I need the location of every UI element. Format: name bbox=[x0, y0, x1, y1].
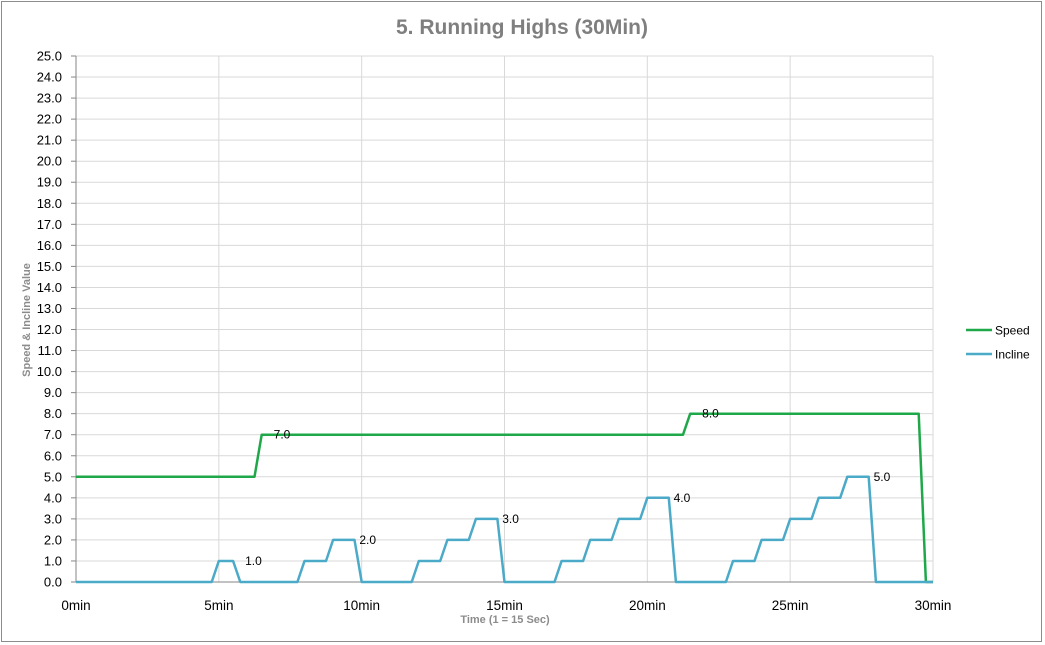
y-tick-label: 2.0 bbox=[44, 532, 62, 547]
series bbox=[76, 412, 933, 584]
y-tick-label: 23.0 bbox=[37, 91, 62, 106]
y-tick-label: 17.0 bbox=[37, 217, 62, 232]
y-tick-label: 14.0 bbox=[37, 280, 62, 295]
y-tick-label: 1.0 bbox=[44, 553, 62, 568]
x-tick-label: 5min bbox=[204, 598, 233, 613]
data-labels: 7.0 8.0 1.0 2.0 3.0 4.0 5.0 bbox=[245, 407, 890, 568]
y-tick-label: 21.0 bbox=[37, 133, 62, 148]
chart-title: 5. Running Highs (30Min) bbox=[396, 16, 648, 39]
data-label-speed: 7.0 bbox=[274, 428, 291, 442]
y-tick-label: 15.0 bbox=[37, 259, 62, 274]
data-label-incline: 1.0 bbox=[245, 554, 262, 568]
y-tick-label: 20.0 bbox=[37, 154, 62, 169]
y-tick-label: 19.0 bbox=[37, 175, 62, 190]
y-axis-label: Speed & Incline Value bbox=[21, 263, 33, 377]
data-label-incline: 5.0 bbox=[874, 470, 891, 484]
data-label-incline: 2.0 bbox=[359, 533, 376, 547]
y-tick-label: 25.0 bbox=[37, 49, 62, 64]
y-tick-label: 7.0 bbox=[44, 427, 62, 442]
y-tick-label: 10.0 bbox=[37, 364, 62, 379]
x-tick-label: 0min bbox=[61, 598, 90, 613]
y-tick-label: 0.0 bbox=[44, 575, 62, 590]
grid bbox=[76, 55, 934, 582]
y-tick-label: 8.0 bbox=[44, 406, 62, 421]
y-tick-label: 3.0 bbox=[44, 511, 62, 526]
x-tick-label: 15min bbox=[486, 598, 523, 613]
y-tick-label: 12.0 bbox=[37, 322, 62, 337]
data-label-speed: 8.0 bbox=[702, 407, 719, 421]
x-tick-label: 10min bbox=[343, 598, 380, 613]
y-tick-label: 9.0 bbox=[44, 385, 62, 400]
y-tick-label: 16.0 bbox=[37, 238, 62, 253]
x-tick-label: 25min bbox=[772, 598, 809, 613]
y-tick-label: 4.0 bbox=[44, 490, 62, 505]
legend: Speed Incline bbox=[966, 324, 1030, 362]
y-tick-label: 5.0 bbox=[44, 469, 62, 484]
y-tick-label: 6.0 bbox=[44, 448, 62, 463]
data-label-incline: 4.0 bbox=[674, 491, 691, 505]
y-tick-label: 18.0 bbox=[37, 196, 62, 211]
series-line-incline bbox=[76, 475, 933, 584]
y-tick-label: 13.0 bbox=[37, 301, 62, 316]
y-tick-label: 11.0 bbox=[38, 343, 62, 358]
x-axis-label: Time (1 = 15 Sec) bbox=[460, 614, 550, 626]
y-tick-label: 22.0 bbox=[37, 112, 62, 127]
legend-label-speed: Speed bbox=[995, 324, 1030, 338]
data-label-incline: 3.0 bbox=[502, 512, 519, 526]
axes: 0.0 1.0 2.0 3.0 4.0 5.0 6.0 7.0 8.0 9.0 10.0 11.0 12… bbox=[37, 49, 952, 614]
x-tick-label: 30min bbox=[915, 598, 952, 613]
y-tick-label: 24.0 bbox=[37, 70, 62, 85]
x-tick-label: 20min bbox=[629, 598, 666, 613]
series-line-speed bbox=[76, 412, 933, 584]
legend-label-incline: Incline bbox=[995, 348, 1030, 362]
